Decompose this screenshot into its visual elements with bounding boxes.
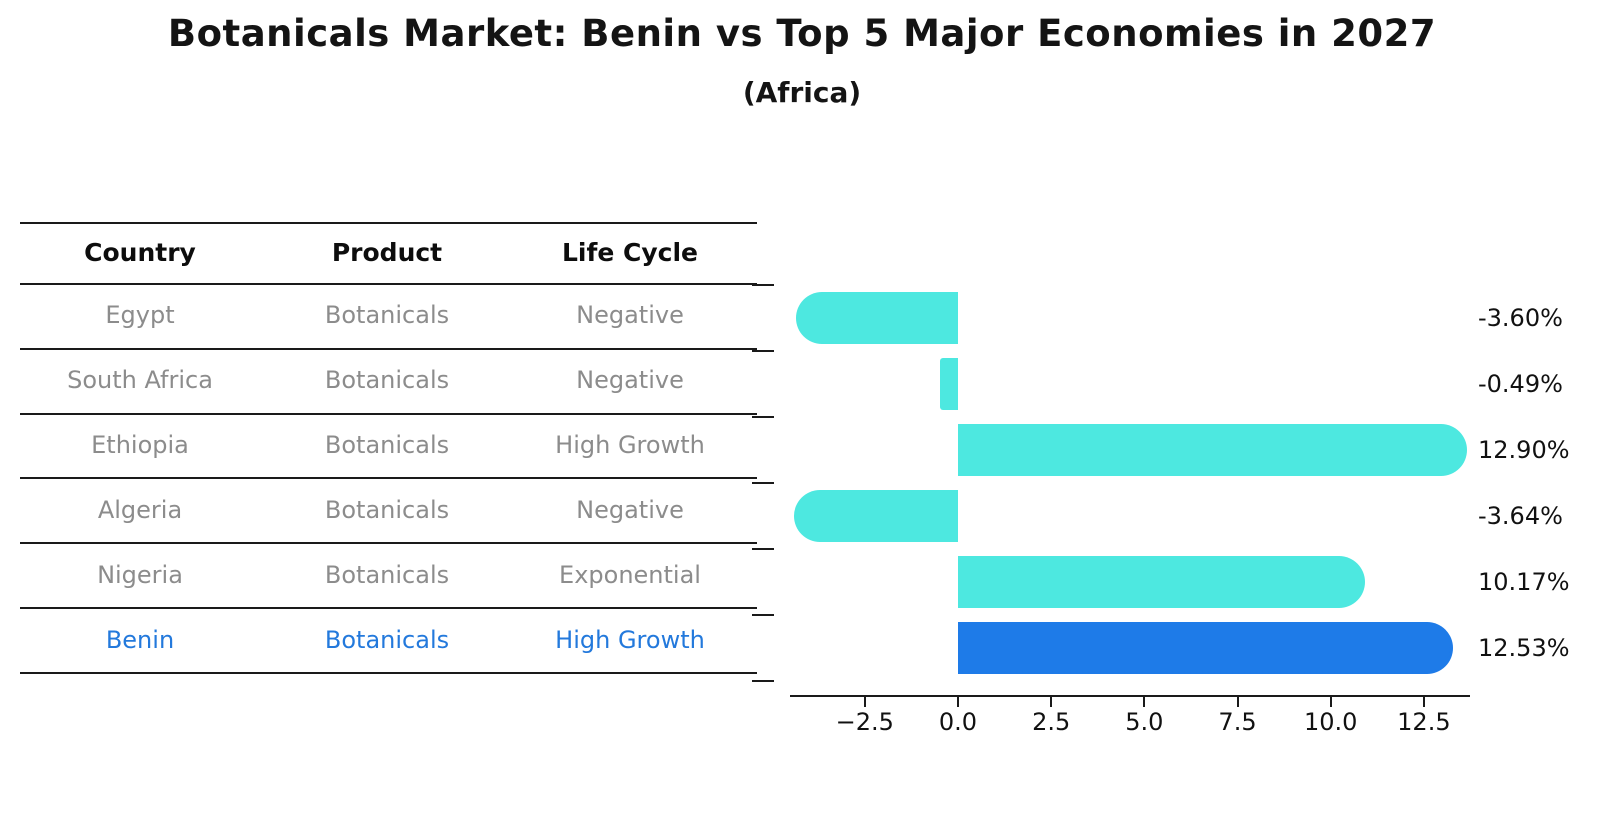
bar-highlight-benin bbox=[958, 622, 1453, 674]
table-divider-line bbox=[20, 477, 757, 480]
x-tick-mark bbox=[1143, 697, 1146, 707]
column-header-product: Product bbox=[331, 237, 443, 267]
table-cell-life_cycle: High Growth bbox=[555, 431, 705, 460]
x-axis-line bbox=[790, 695, 1470, 698]
column-header-life_cycle: Life Cycle bbox=[561, 237, 699, 267]
table-cell-country: Ethiopia bbox=[91, 431, 189, 460]
table-divider-line bbox=[20, 542, 757, 545]
y-tick bbox=[752, 548, 774, 550]
x-tick-mark bbox=[1050, 697, 1053, 707]
bar bbox=[794, 490, 958, 542]
bar-value-label: -0.49% bbox=[1478, 370, 1563, 398]
table-divider-line bbox=[20, 671, 757, 674]
y-tick bbox=[752, 416, 774, 418]
x-tick-mark bbox=[863, 697, 866, 707]
chart-subtitle: (Africa) bbox=[742, 76, 862, 109]
x-tick-mark bbox=[1422, 697, 1425, 707]
bar bbox=[795, 292, 958, 344]
x-tick-label: 12.5 bbox=[1397, 708, 1451, 736]
table-cell-product: Botanicals bbox=[324, 495, 450, 524]
x-tick-label: 10.0 bbox=[1303, 708, 1358, 736]
x-tick-label: 2.5 bbox=[1032, 708, 1071, 736]
table-cell-country: Nigeria bbox=[97, 560, 183, 589]
bar bbox=[958, 424, 1467, 476]
table-cell-product: Botanicals bbox=[324, 625, 450, 654]
table-divider-line bbox=[20, 607, 757, 610]
table-divider-line bbox=[20, 222, 757, 224]
table-cell-life_cycle: Negative bbox=[576, 366, 684, 395]
y-tick bbox=[752, 680, 774, 682]
bar-value-label: -3.64% bbox=[1478, 502, 1563, 530]
bar bbox=[939, 358, 958, 410]
table-cell-product: Botanicals bbox=[324, 431, 450, 460]
table-cell-life_cycle: Exponential bbox=[559, 560, 701, 589]
bar bbox=[958, 556, 1366, 608]
table-divider-line bbox=[20, 283, 757, 285]
x-tick-label: −2.5 bbox=[835, 708, 894, 736]
x-tick-mark bbox=[1329, 697, 1332, 707]
table-cell-life_cycle: Negative bbox=[576, 301, 684, 330]
table-cell-country: Algeria bbox=[97, 495, 183, 524]
y-tick bbox=[752, 614, 774, 616]
chart-title: Botanicals Market: Benin vs Top 5 Major … bbox=[167, 12, 1437, 55]
y-tick bbox=[752, 482, 774, 484]
bar-value-label: 10.17% bbox=[1478, 568, 1570, 596]
bar-value-label: 12.90% bbox=[1478, 436, 1570, 464]
table-cell-product: Botanicals bbox=[324, 560, 450, 589]
table-cell-country: Benin bbox=[105, 625, 175, 654]
x-tick-mark bbox=[957, 697, 959, 707]
table-cell-product: Botanicals bbox=[324, 366, 450, 395]
y-tick bbox=[752, 350, 774, 352]
x-tick-label: 0.0 bbox=[938, 708, 978, 736]
x-tick-label: 5.0 bbox=[1125, 708, 1164, 736]
table-cell-life_cycle: Negative bbox=[576, 495, 684, 524]
column-header-country: Country bbox=[84, 237, 196, 267]
table-cell-life_cycle: High Growth bbox=[555, 625, 705, 654]
y-tick bbox=[752, 284, 774, 286]
bar-value-label: -3.60% bbox=[1478, 304, 1563, 332]
table-cell-product: Botanicals bbox=[324, 301, 450, 330]
bar-value-label: 12.53% bbox=[1478, 634, 1570, 662]
table-cell-country: Egypt bbox=[105, 301, 175, 330]
table-divider-line bbox=[20, 347, 757, 350]
x-tick-label: 7.5 bbox=[1218, 708, 1257, 736]
table-cell-country: South Africa bbox=[67, 366, 213, 395]
x-tick-mark bbox=[1236, 697, 1239, 707]
table-divider-line bbox=[20, 412, 757, 415]
